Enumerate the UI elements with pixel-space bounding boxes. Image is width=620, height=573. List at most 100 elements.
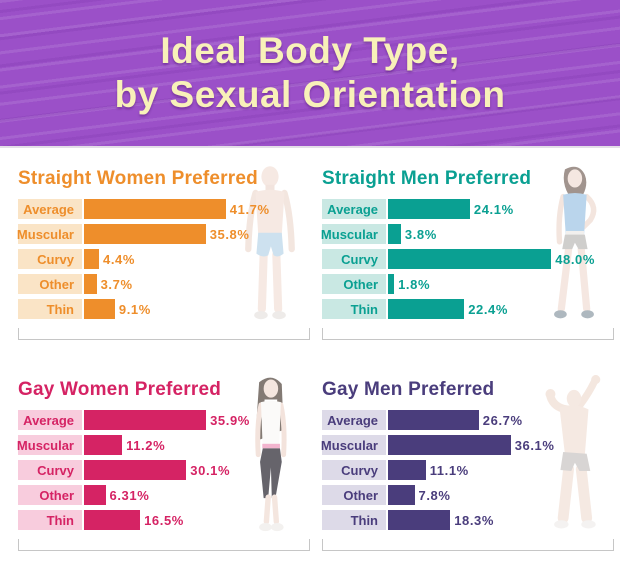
value-label: 48.0%	[555, 251, 596, 267]
value-label: 16.5%	[144, 512, 184, 528]
standing-man-illustration	[245, 166, 295, 320]
panel-straight-men: Straight Men Preferred Average 24.1% Muscu…	[321, 166, 614, 356]
category-label: Average	[322, 199, 386, 219]
bar-row: Average 24.1%	[322, 199, 614, 219]
panel-title: Gay Women Preferred	[18, 379, 222, 400]
value-label: 11.1%	[429, 462, 469, 478]
panel-straight-women: Straight Women Preferred Average 41.7% Mus…	[17, 166, 310, 356]
value-label: 6.31%	[109, 487, 150, 503]
bar	[388, 274, 395, 294]
panel-gay-men: Gay Men Preferred Average 26.7% Muscular 36…	[321, 375, 614, 567]
category-label: Muscular	[321, 435, 386, 455]
bar-row: Thin 22.4%	[322, 299, 614, 319]
bar-row: Other 1.8%	[322, 274, 614, 294]
bar	[84, 274, 97, 294]
value-label: 1.8%	[398, 276, 431, 292]
value-label: 35.8%	[209, 226, 250, 242]
panel-title: Straight Women Preferred	[18, 168, 258, 189]
category-label: Curvy	[18, 249, 82, 269]
panels-grid: Straight Women Preferred Average 41.7% Mus…	[0, 148, 620, 567]
bar	[84, 410, 207, 430]
bar-row: Other 6.31%	[18, 485, 310, 505]
bar	[84, 224, 206, 244]
category-label: Thin	[322, 299, 386, 319]
bar-row: Curvy 30.1%	[18, 460, 310, 480]
value-label: 3.7%	[100, 276, 133, 292]
bar-row: Average 41.7%	[18, 199, 310, 219]
bar	[388, 199, 470, 219]
page-title-line1: Ideal Body Type,	[160, 30, 460, 72]
page-title: Ideal Body Type, by Sexual Orientation	[115, 29, 506, 116]
bar-chart: Average 41.7% Muscular 35.8% Curvy 4.4% Other 3…	[17, 199, 310, 319]
value-label: 36.1%	[514, 437, 555, 453]
category-label: Other	[322, 274, 386, 294]
woman-hand-on-hip-illustration	[554, 166, 597, 319]
panel-gay-women: Gay Women Preferred Average 35.9% Muscular…	[17, 377, 310, 567]
bar-chart: Average 24.1% Muscular 3.8% Curvy 48.0% Other 1…	[321, 199, 614, 319]
category-label: Thin	[18, 510, 82, 530]
bar	[388, 249, 552, 269]
value-label: 9.1%	[118, 301, 151, 317]
value-label: 11.2%	[126, 437, 166, 453]
bar	[84, 460, 187, 480]
value-label: 7.8%	[418, 487, 451, 503]
bar	[84, 249, 99, 269]
value-label: 35.9%	[210, 412, 250, 428]
bar-row: Thin 18.3%	[322, 510, 614, 530]
bar	[84, 299, 115, 319]
category-label: Average	[18, 410, 82, 430]
bar	[388, 299, 465, 319]
bar	[388, 510, 451, 530]
bar-row: Average 26.7%	[322, 410, 614, 430]
bar-chart: Average 35.9% Muscular 11.2% Curvy 30.1% Other…	[17, 410, 310, 530]
bar-row: Thin 16.5%	[18, 510, 310, 530]
bar	[388, 485, 415, 505]
value-label: 4.4%	[103, 251, 136, 267]
value-label: 22.4%	[468, 301, 509, 317]
category-label: Curvy	[18, 460, 82, 480]
bar-row: Other 3.7%	[18, 274, 310, 294]
panel-title: Straight Men Preferred	[322, 168, 532, 189]
category-label: Average	[322, 410, 386, 430]
bar	[388, 410, 479, 430]
bar-row: Average 35.9%	[18, 410, 310, 430]
category-label: Muscular	[17, 224, 82, 244]
category-label: Muscular	[17, 435, 82, 455]
value-label: 41.7%	[229, 201, 270, 217]
bar-row: Curvy 48.0%	[322, 249, 614, 269]
category-label: Other	[18, 274, 82, 294]
category-label: Thin	[18, 299, 82, 319]
header-banner: Ideal Body Type, by Sexual Orientation	[0, 0, 620, 148]
value-label: 3.8%	[404, 226, 437, 242]
bar	[84, 485, 106, 505]
bar	[84, 199, 226, 219]
bar-row: Curvy 4.4%	[18, 249, 310, 269]
category-label: Other	[18, 485, 82, 505]
value-label: 26.7%	[482, 412, 523, 428]
bar	[388, 460, 426, 480]
axis-bracket	[322, 539, 614, 551]
bar	[84, 435, 123, 455]
bar-row: Other 7.8%	[322, 485, 614, 505]
bar-row: Muscular 3.8%	[321, 224, 614, 244]
category-label: Muscular	[321, 224, 386, 244]
category-label: Average	[18, 199, 82, 219]
bar	[388, 224, 401, 244]
value-label: 24.1%	[473, 201, 514, 217]
bar-row: Thin 9.1%	[18, 299, 310, 319]
category-label: Other	[322, 485, 386, 505]
axis-bracket	[18, 539, 310, 551]
bar-row: Muscular 36.1%	[321, 435, 614, 455]
category-label: Curvy	[322, 460, 386, 480]
bodybuilder-illustration	[545, 375, 601, 529]
value-label: 30.1%	[190, 462, 231, 478]
bar-row: Muscular 35.8%	[17, 224, 310, 244]
bar-row: Curvy 11.1%	[322, 460, 614, 480]
standing-woman-illustration	[255, 377, 287, 532]
bar-row: Muscular 11.2%	[17, 435, 310, 455]
page-title-line2: by Sexual Orientation	[114, 74, 506, 115]
bar	[84, 510, 141, 530]
category-label: Thin	[322, 510, 386, 530]
axis-bracket	[18, 328, 310, 340]
panel-title: Gay Men Preferred	[322, 379, 495, 400]
